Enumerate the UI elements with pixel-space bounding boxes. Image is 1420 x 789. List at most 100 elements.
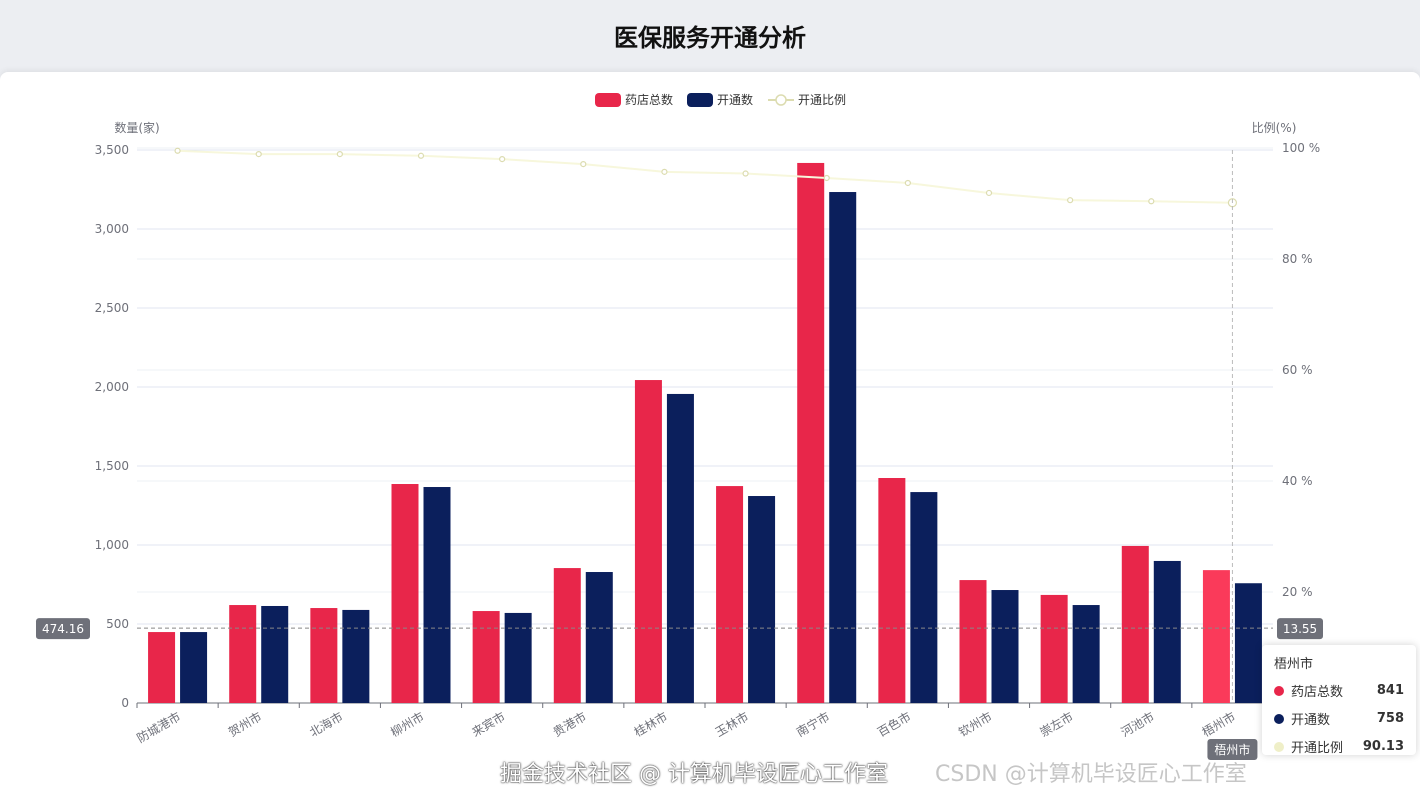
line-point [823,174,830,182]
y-tick-label: 2,500 [95,301,129,315]
bar-开通数 [342,609,370,703]
x-tick-label: 柳州市 [388,709,427,740]
y-tick-label: 2,000 [95,380,129,394]
line-point [661,168,668,175]
line-point [1148,198,1155,205]
legend-swatch-icon [687,93,713,107]
bar-药店总数 [797,162,825,703]
bar-开通数 [504,612,532,703]
x-tick-label: 钦州市 [956,709,995,740]
tooltip-row-value: 841 [1376,683,1404,698]
bar-开通数 [991,590,1019,703]
tooltip-row-value: 90.13 [1362,739,1404,754]
y-tick-label: 1,500 [95,459,129,473]
tooltip-row: 药店总数 841 [1274,681,1404,700]
y-tick-label: 1,000 [95,538,129,552]
x-tick-label: 桂林市 [631,709,670,740]
bar-开通数 [423,487,451,703]
line-point [985,189,993,197]
y-axis-label: 数量(家) [114,120,159,135]
tooltip-row: 开通比例 90.13 [1274,737,1404,756]
line-point [742,170,749,177]
line-开通比例 [177,149,1233,204]
axis-pointer-category-label: 梧州市 [1214,742,1250,757]
tooltip-row: 开通数 758 [1274,709,1404,728]
x-tick-label: 北海市 [307,709,346,740]
legend-label: 药店总数 [625,92,673,107]
axis-pointer-left-box [36,618,90,640]
y-tick-label: 500 [106,617,129,631]
x-tick-label: 玉林市 [712,709,751,740]
line-point [255,151,262,158]
bar-药店总数 [391,484,419,703]
series-dot-icon [1274,741,1284,752]
bar-药店总数 [716,486,744,703]
tooltip-title: 梧州市 [1274,657,1314,672]
tooltip-row-name: 药店总数 [1291,685,1344,700]
x-tick-label: 贵港市 [550,709,589,740]
y2-tick-label: 100 % [1282,141,1320,155]
x-tick-label: 贺州市 [226,709,265,740]
series-dot-icon [1274,713,1284,724]
axis-pointer-category-box [1207,739,1258,760]
tooltip-row-value: 758 [1376,711,1404,726]
line-point [417,152,425,159]
line-point [904,179,911,187]
x-tick-label: 防城港市 [134,709,183,746]
tooltip: 梧州市 药店总数 841 开通数 758 开通比例 90.13 [1262,645,1416,756]
x-tick-label: 南宁市 [794,709,833,740]
x-tick-label: 来宾市 [469,709,508,740]
x-tick-label: 崇左市 [1037,709,1076,740]
bar-开通数 [829,192,857,703]
bar-开通数 [261,605,289,703]
axis-pointer-left-label: 474.16 [42,622,84,636]
bar-药店总数 [878,478,906,703]
bar-药店总数 [472,611,500,703]
tooltip-row-name: 开通比例 [1291,741,1344,756]
legend-label: 开通数 [717,92,753,107]
bar-开通数 [585,572,613,703]
bar-开通数 [1234,583,1262,703]
bar-药店总数 [1040,594,1068,703]
bar-开通数 [180,632,208,703]
bar-药店总数 [148,632,176,703]
tooltip-row-name: 开通数 [1291,713,1331,728]
bar-开通数 [1072,605,1100,703]
bar-药店总数 [1121,545,1149,703]
y2-tick-label: 40 % [1282,474,1313,488]
bar-药店总数 [1202,570,1230,703]
bar-开通数 [1153,560,1181,703]
y-tick-label: 3,500 [95,143,129,157]
bar-药店总数 [553,568,581,703]
x-tick-label: 百色市 [875,709,914,740]
watermark-primary: 掘金技术社区 @ 计算机毕设匠心工作室 [500,762,888,787]
y-tick-label: 0 [121,696,129,710]
bar-开通数 [666,393,694,703]
axis-pointer-right-box [1277,618,1323,640]
legend-label: 开通比例 [798,93,846,107]
y2-tick-label: 80 % [1282,252,1313,266]
bar-开通数 [910,492,938,703]
axis-pointer-right-label: 13.55 [1283,622,1317,636]
watermark-secondary: CSDN @计算机毕设匠心工作室 [935,762,1247,787]
line-point [580,160,587,168]
bar-药店总数 [229,605,257,703]
y2-tick-label: 60 % [1282,363,1313,377]
x-tick-label: 梧州市 [1199,709,1238,740]
line-point [1067,197,1074,204]
line-point [174,147,181,154]
series-dot-icon [1274,685,1284,696]
legend-marker-icon [775,94,787,106]
line-point [499,156,506,163]
y2-axis-label: 比例(%) [1252,121,1297,135]
line-point [336,151,343,158]
y2-tick-label: 20 % [1282,585,1313,599]
bar-药店总数 [634,380,662,703]
x-tick-label: 河池市 [1118,709,1157,740]
y-tick-label: 3,000 [95,222,129,236]
legend-swatch-icon [595,93,621,107]
bar-开通数 [748,496,776,703]
page-title: 医保服务开通分析 [614,24,806,52]
bar-药店总数 [310,608,338,703]
